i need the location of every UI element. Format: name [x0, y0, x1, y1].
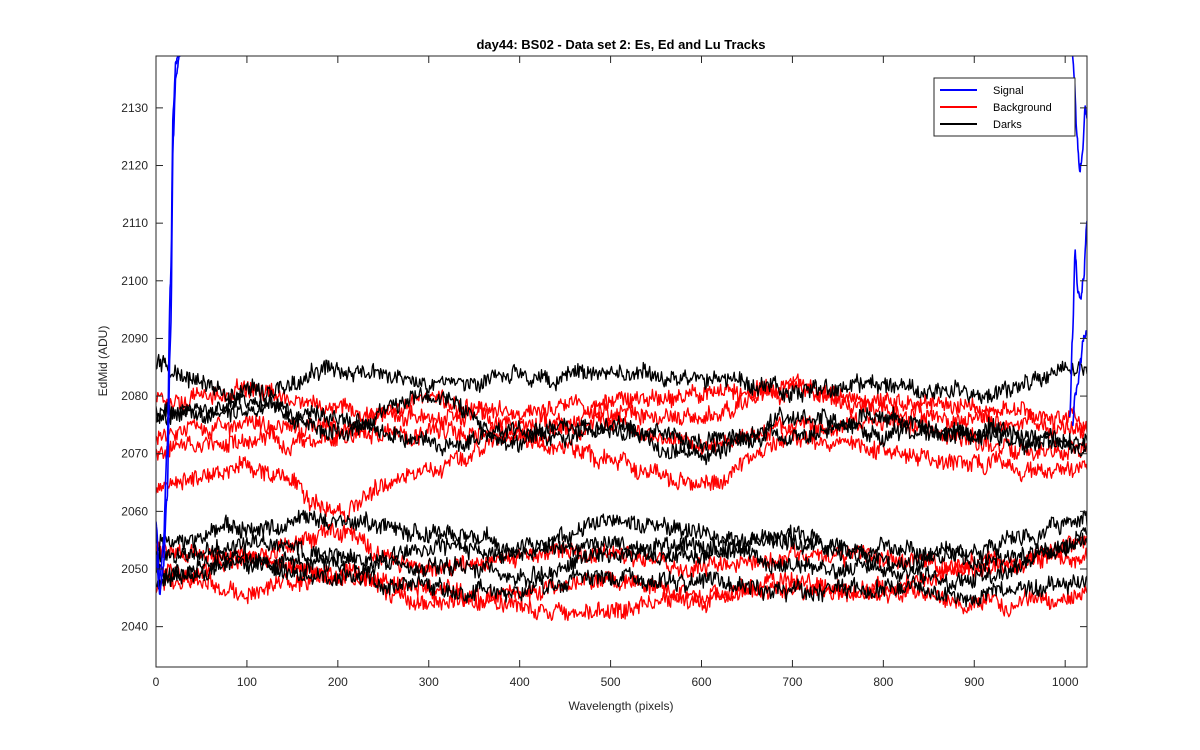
series-layer — [156, 56, 1087, 622]
x-tick-label: 900 — [964, 675, 984, 689]
legend-label-darks: Darks — [993, 119, 1022, 131]
legend: Signal Background Darks — [933, 77, 1076, 137]
plot-border — [155, 55, 1088, 668]
x-tick-label: 600 — [691, 675, 711, 689]
x-tick-label: 100 — [237, 675, 257, 689]
y-tick-label: 2100 — [121, 274, 148, 288]
chart-title: day44: BS02 - Data set 2: Es, Ed and Lu … — [476, 37, 765, 52]
x-tick-label: 800 — [873, 675, 893, 689]
y-tick-label: 2110 — [122, 216, 148, 230]
y-tick-label: 2050 — [121, 562, 148, 576]
legend-label-signal: Signal — [993, 85, 1024, 97]
x-tick-label: 200 — [328, 675, 348, 689]
series-line-background — [156, 535, 1087, 622]
series-line-darks — [156, 353, 1087, 405]
y-tick-label: 2040 — [121, 620, 148, 634]
series-line-darks — [156, 387, 1087, 466]
series-line-signal — [1071, 330, 1087, 427]
y-tick-label: 2080 — [121, 389, 148, 403]
y-tick-label: 2070 — [121, 447, 148, 461]
x-tick-label: 400 — [510, 675, 530, 689]
x-tick-label: 1000 — [1052, 675, 1079, 689]
x-tick-label: 500 — [601, 675, 621, 689]
x-axis-label: Wavelength (pixels) — [569, 699, 674, 713]
legend-label-background: Background — [993, 102, 1052, 114]
y-axis-label: EdMid (ADU) — [96, 326, 110, 397]
x-tick-label: 700 — [782, 675, 802, 689]
series-line-background — [156, 373, 1087, 440]
x-tick-label: 0 — [153, 675, 160, 689]
series-line-signal — [1068, 220, 1087, 417]
series-line-signal — [156, 56, 180, 580]
x-tick-label: 300 — [419, 675, 439, 689]
ticks-layer: 0 100 200 300 400 500 600 700 800 900 1000 2040 2050… — [121, 56, 1087, 689]
series-line-background — [156, 426, 1087, 523]
series-line-darks — [156, 527, 1087, 593]
y-tick-label: 2120 — [121, 159, 148, 173]
plot-area — [156, 56, 1087, 667]
y-tick-label: 2090 — [121, 331, 148, 345]
y-tick-label: 2130 — [121, 101, 148, 115]
y-tick-label: 2060 — [121, 504, 148, 518]
series-line-darks — [156, 555, 1087, 608]
